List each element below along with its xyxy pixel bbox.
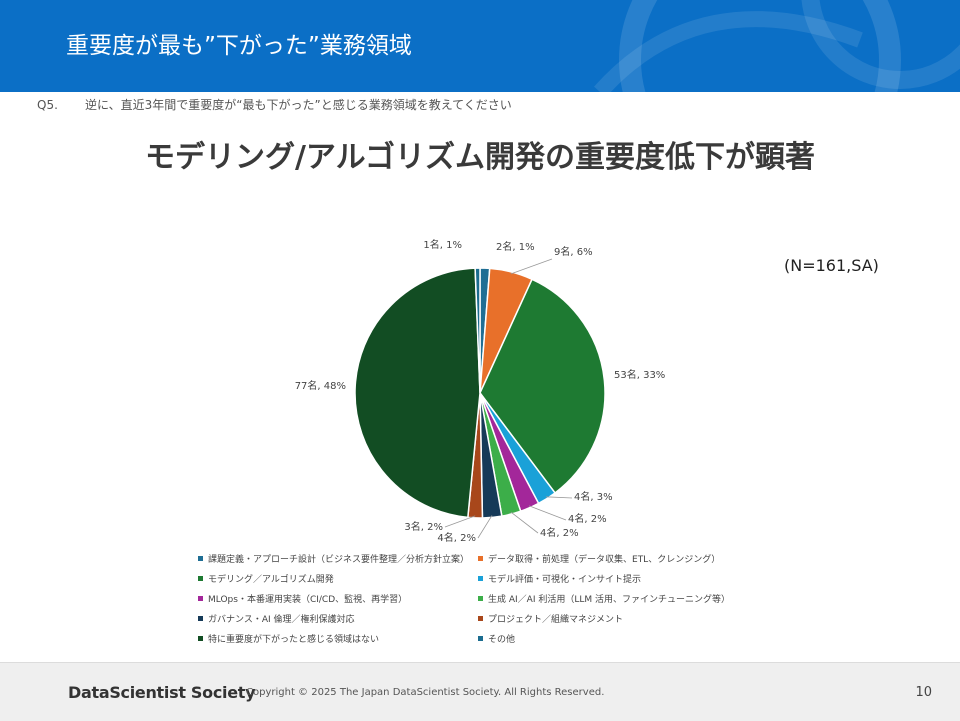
pie-slice	[354, 267, 481, 519]
legend-label: 生成 AI／AI 利活用（LLM 活用、ファインチューニング等）	[488, 595, 730, 605]
pie-slice	[474, 267, 481, 394]
data-label: 4名, 2%	[540, 526, 579, 539]
legend-swatch	[198, 556, 203, 561]
header-banner: 重要度が最も”下がった”業務領域	[0, 0, 960, 92]
legend-swatch	[198, 576, 203, 581]
data-label: 77名, 48%	[295, 379, 346, 392]
legend-label: MLOps・本番運用実装（CI/CD、監視、再学習）	[208, 595, 408, 605]
legend-swatch	[478, 596, 483, 601]
legend-swatch	[198, 596, 203, 601]
legend-item: モデル評価・可視化・インサイト提示	[478, 572, 641, 585]
legend-label: その他	[488, 635, 516, 645]
legend-label: モデリング／アルゴリズム開発	[208, 575, 334, 585]
legend-swatch	[478, 576, 483, 581]
leader-line	[510, 258, 553, 275]
data-label: 4名, 3%	[574, 490, 613, 503]
legend-label: 特に重要度が下がったと感じる領域はない	[208, 635, 380, 645]
legend-swatch	[198, 636, 203, 641]
page-number: 10	[915, 685, 932, 700]
headline: モデリング/アルゴリズム開発の重要度低下が顕著	[144, 140, 816, 175]
page-title: 重要度が最も”下がった”業務領域	[66, 33, 412, 59]
footer-logo: DataScientist Society	[68, 683, 256, 702]
legend-label: 課題定義・アプローチ設計（ビジネス要件整理／分析方針立案）	[208, 555, 470, 565]
pie-chart: 2名, 1% 9名, 6%53名, 33%4名, 3%4名, 2%4名, 2%4名…	[295, 238, 666, 544]
legend-item: ガバナンス・AI 倫理／権利保護対応	[198, 612, 355, 625]
question-text: 逆に、直近3年間で重要度が“最も下がった”と感じる業務領域を教えてください	[85, 98, 512, 112]
legend-swatch	[478, 636, 483, 641]
legend-swatch	[198, 616, 203, 621]
data-label: 2名, 1%	[496, 240, 535, 253]
legend-item: データ取得・前処理（データ収集、ETL、クレンジング）	[478, 552, 720, 565]
legend-item: プロジェクト／組織マネジメント	[478, 612, 623, 625]
legend-label: モデル評価・可視化・インサイト提示	[488, 575, 642, 585]
legend-label: ガバナンス・AI 倫理／権利保護対応	[208, 615, 355, 625]
data-label: 9名, 6%	[554, 245, 593, 258]
legend-swatch	[478, 616, 483, 621]
legend-item: 生成 AI／AI 利活用（LLM 活用、ファインチューニング等）	[478, 592, 730, 605]
banner-decoration	[594, 0, 960, 92]
leader-line	[528, 505, 567, 521]
footer: DataScientist Society Copyright © 2025 T…	[0, 662, 960, 721]
data-label: 53名, 33%	[614, 368, 665, 381]
footer-copyright: Copyright © 2025 The Japan DataScientist…	[246, 687, 605, 698]
question-line: Q5. 逆に、直近3年間で重要度が“最も下がった”と感じる業務領域を教えてください	[37, 96, 512, 113]
leader-line	[444, 515, 476, 528]
legend-label: プロジェクト／組織マネジメント	[488, 615, 624, 625]
leader-line	[545, 496, 573, 499]
legend-item: 課題定義・アプローチ設計（ビジネス要件整理／分析方針立案）	[198, 552, 469, 565]
question-number: Q5.	[37, 98, 58, 112]
legend-swatch	[478, 556, 483, 561]
data-label: 3名, 2%	[404, 520, 443, 533]
pie-slice	[479, 278, 606, 495]
leader-line	[477, 515, 493, 539]
legend-item: その他	[478, 632, 515, 645]
data-label: 4名, 2%	[568, 512, 607, 525]
legend-item: モデリング／アルゴリズム開発	[198, 572, 334, 585]
data-label: 4名, 2%	[437, 531, 476, 544]
legend-item: 特に重要度が下がったと感じる領域はない	[198, 632, 379, 645]
data-label: 1名, 1%	[423, 238, 462, 251]
legend-label: データ取得・前処理（データ収集、ETL、クレンジング）	[488, 555, 721, 565]
legend-item: MLOps・本番運用実装（CI/CD、監視、再学習）	[198, 592, 407, 605]
leader-line	[510, 511, 539, 534]
sample-size-note: (N=161,SA)	[784, 256, 879, 275]
